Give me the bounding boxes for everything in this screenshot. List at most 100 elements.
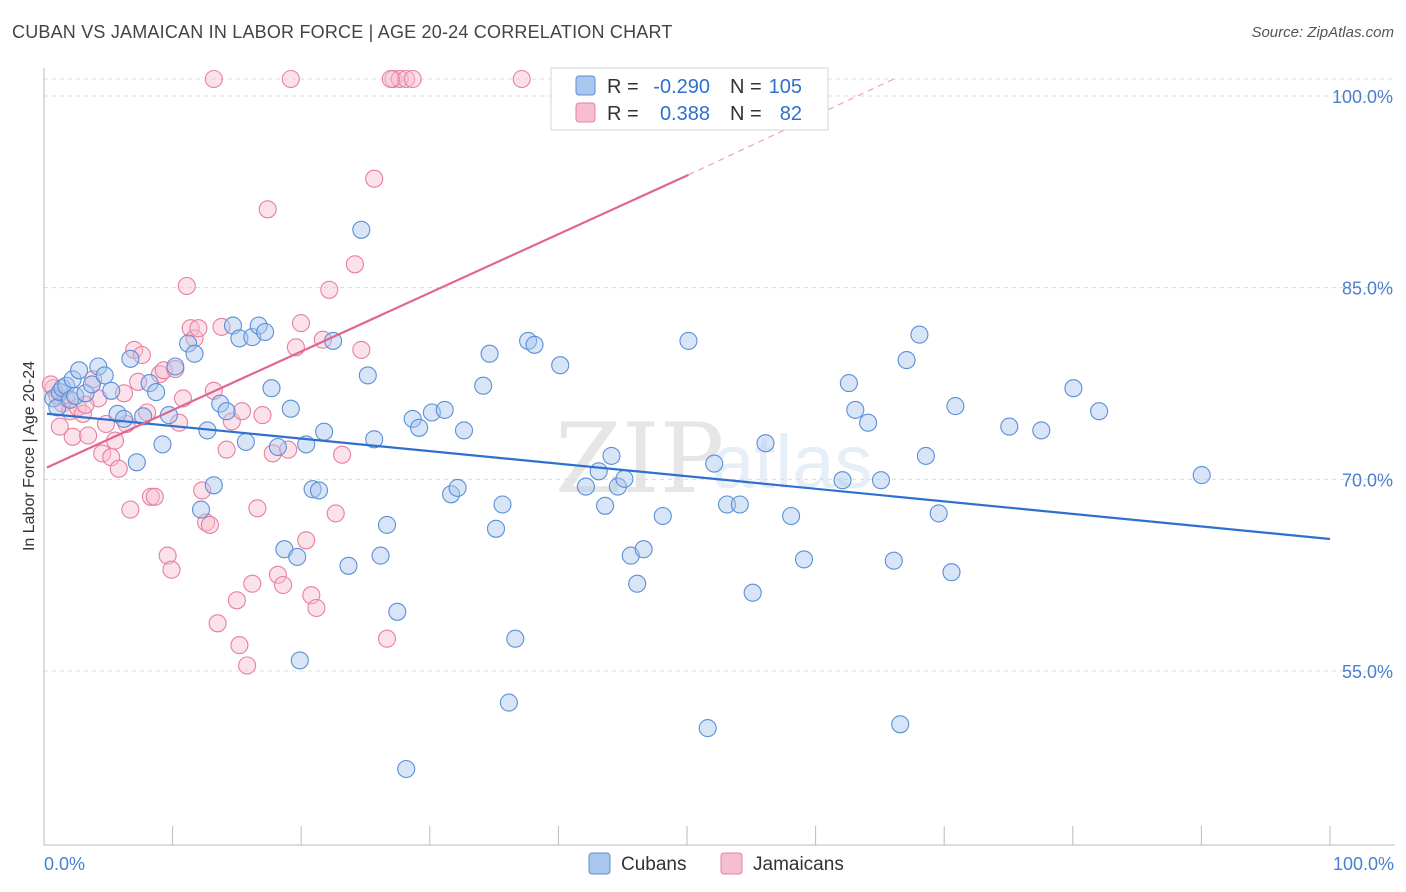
- jamaican-point: [326, 504, 345, 523]
- cuban-point: [303, 480, 322, 499]
- jamaican-point: [227, 591, 246, 610]
- cuban-point: [839, 374, 858, 393]
- jamaican-point: [200, 515, 219, 534]
- cuban-point: [249, 316, 268, 335]
- jamaican-point: [193, 481, 212, 500]
- cuban-point: [230, 329, 249, 348]
- jamaican-point: [248, 499, 267, 518]
- cuban-point: [288, 547, 307, 566]
- cuban-point: [474, 376, 493, 395]
- y-tick-label-55: 55.0%: [1342, 662, 1393, 682]
- cuban-point: [698, 719, 717, 738]
- cuban-point: [114, 409, 134, 428]
- jamaican-point: [320, 280, 339, 299]
- y-tick-label-100: 100.0%: [1332, 87, 1393, 107]
- jamaican-point: [512, 69, 531, 89]
- cuban-point: [217, 402, 236, 421]
- cuban-point: [179, 334, 198, 353]
- jamaican-point: [189, 319, 208, 338]
- jamaican-point: [333, 445, 352, 464]
- bottom-legend-swatch-cubans: [588, 852, 611, 875]
- cuban-point: [262, 379, 281, 398]
- cuban-point: [236, 432, 255, 451]
- cuban-point: [66, 386, 85, 405]
- jamaican-point: [162, 560, 181, 579]
- cuban-point: [628, 574, 647, 593]
- cuban-point: [256, 322, 275, 342]
- x-tick-label-min: 0.0%: [44, 854, 85, 874]
- cuban-point: [410, 418, 429, 437]
- legend-r-label-cubans: R =: [607, 76, 639, 98]
- cuban-point: [859, 413, 878, 432]
- cuban-point: [506, 629, 525, 648]
- cuban-point: [916, 446, 935, 465]
- chart-title: CUBAN VS JAMAICAN IN LABOR FORCE | AGE 2…: [12, 22, 673, 42]
- jamaican-point: [253, 406, 272, 425]
- cuban-point: [435, 400, 454, 419]
- jamaican-point: [279, 440, 298, 459]
- cuban-point: [403, 409, 422, 428]
- cuban-point: [602, 446, 621, 465]
- legend-n-label-cubans: N =: [730, 76, 762, 98]
- jamaican-point: [79, 426, 98, 445]
- jamaican-point: [381, 69, 400, 89]
- stats-legend: R = -0.290 N = 105 R = 0.388 N = 82: [550, 67, 829, 131]
- cuban-point: [705, 454, 724, 473]
- cuban-point: [782, 506, 801, 526]
- jamaican-point: [397, 69, 416, 89]
- jamaican-point: [281, 69, 300, 89]
- cuban-point: [910, 325, 929, 344]
- legend-swatch-cubans: [575, 75, 596, 96]
- jamaican-point: [352, 340, 371, 359]
- cuban-point: [1090, 402, 1109, 421]
- jamaican-point: [50, 417, 69, 436]
- cuban-point: [871, 471, 891, 490]
- cuban-point: [377, 515, 397, 534]
- jamaican-point: [297, 531, 316, 550]
- legend-r-value-jamaicans: 0.388: [660, 103, 710, 125]
- cuban-point: [358, 366, 377, 385]
- cubans-points: [44, 220, 1211, 779]
- jamaican-point: [232, 402, 252, 421]
- jamaican-point: [365, 169, 384, 188]
- source-label: Source: ZipAtlas.com: [1251, 24, 1394, 41]
- cuban-point: [309, 481, 329, 500]
- cuban-point: [499, 693, 518, 712]
- jamaican-point: [63, 427, 82, 446]
- jamaicans-trend-line: [46, 173, 689, 469]
- jamaican-point: [141, 487, 160, 506]
- jamaican-point: [345, 255, 364, 274]
- cuban-point: [70, 361, 89, 380]
- cuban-point: [82, 375, 101, 394]
- jamaican-point: [377, 629, 397, 648]
- cuban-point: [95, 366, 114, 385]
- axes: [43, 68, 1395, 846]
- cuban-point: [743, 583, 762, 602]
- cuban-point: [315, 422, 334, 441]
- bottom-legend-label-cubans: Cubans: [621, 854, 687, 875]
- cuban-point: [89, 357, 108, 376]
- cuban-point: [166, 357, 185, 376]
- cuban-point: [846, 400, 865, 419]
- jamaican-point: [93, 444, 112, 463]
- jamaican-point: [129, 372, 148, 391]
- cuban-point: [281, 399, 300, 418]
- cuban-point: [127, 453, 146, 472]
- cuban-point: [493, 495, 512, 514]
- cuban-point: [884, 551, 903, 570]
- cuban-point: [147, 383, 166, 402]
- jamaican-point: [243, 574, 262, 593]
- y-tick-label-70: 70.0%: [1342, 470, 1393, 490]
- cuban-point: [525, 335, 544, 354]
- jamaican-point: [258, 200, 277, 219]
- cuban-point: [1032, 421, 1051, 440]
- cuban-point: [121, 349, 140, 368]
- cuban-point: [397, 759, 416, 779]
- cuban-point: [339, 556, 358, 575]
- cuban-point: [576, 477, 595, 496]
- cuban-point: [371, 546, 390, 565]
- cuban-point: [76, 384, 95, 403]
- cuban-point: [929, 504, 948, 523]
- legend-r-value-cubans: -0.290: [653, 76, 710, 98]
